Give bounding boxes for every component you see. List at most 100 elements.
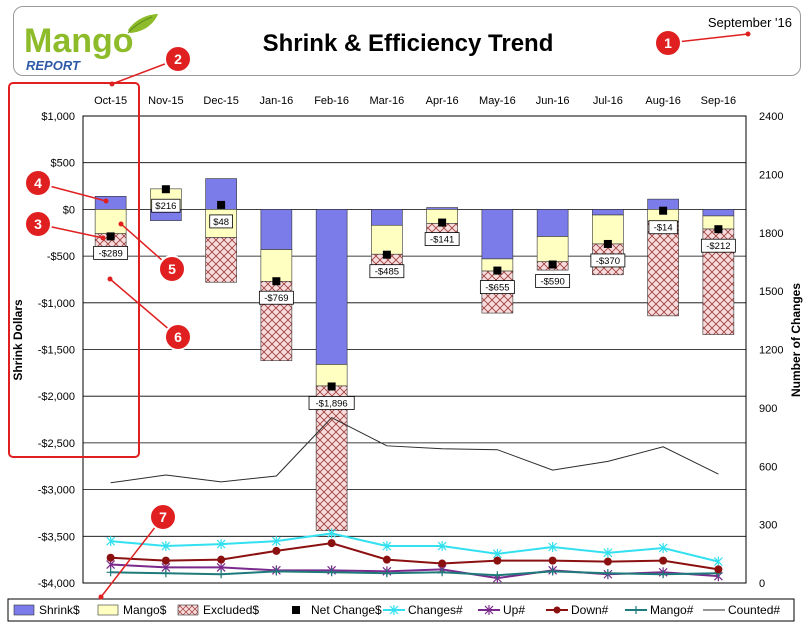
net-change-label: -$590 — [540, 277, 564, 288]
mango-point — [106, 568, 115, 577]
x-tick-label: Nov-15 — [148, 95, 183, 107]
callout-number: 6 — [174, 329, 182, 345]
y2-tick-label: 900 — [759, 403, 777, 415]
logo-sub-text: REPORT — [26, 58, 81, 73]
y2-tick-label: 1200 — [759, 345, 783, 357]
net-change-label-box — [648, 220, 678, 235]
mango-bar — [371, 224, 403, 255]
y2-tick-label: 2400 — [759, 111, 783, 123]
mango-bar — [94, 209, 127, 234]
shrink-bar — [702, 209, 735, 217]
y2-tick-label: 1800 — [759, 228, 783, 240]
net-change-label-box — [369, 264, 405, 279]
legend-swatch-mango — [97, 604, 119, 616]
callout-number: 5 — [168, 261, 176, 277]
y-tick-label: -$1,500 — [38, 345, 75, 357]
changes-point — [437, 541, 447, 552]
callout-tip — [109, 81, 115, 87]
page-title: Shrink & Efficiency Trend — [263, 30, 554, 57]
y2-tick-label: 0 — [759, 578, 765, 590]
net-change-label-box — [258, 290, 294, 305]
mango-point — [659, 570, 668, 579]
callout-badge — [24, 210, 52, 238]
net-change-marker — [493, 266, 502, 275]
report-date: September '16 — [708, 15, 792, 30]
axes-layer: $1,000 $500 $0 -$500 -$1,000 -$1,500 -$2,000 -$… — [38, 95, 784, 590]
callout-tip — [100, 235, 106, 241]
mango-point — [217, 570, 226, 579]
callout-badge — [654, 29, 682, 57]
legend-label-mango: Mango$ — [123, 603, 167, 617]
changes-point — [658, 542, 668, 553]
changes-point — [216, 539, 226, 550]
shrink-bar — [371, 209, 403, 226]
changes-point — [271, 536, 281, 547]
net-change-label: -$289 — [98, 248, 122, 259]
mango-point — [161, 569, 170, 578]
y2-tick-label: 2100 — [759, 169, 783, 181]
counted-line — [110, 416, 719, 484]
net-change-marker — [272, 277, 281, 286]
x-tick-label: Dec-15 — [203, 95, 238, 107]
x-tick-label: Mar-16 — [369, 95, 404, 107]
callout-tip — [745, 31, 751, 37]
callout-badge — [24, 169, 52, 197]
y-tick-label: -$2,000 — [38, 391, 75, 403]
highlight-box — [8, 82, 140, 458]
down-point — [659, 556, 668, 565]
y-tick-label: $1,000 — [41, 111, 75, 123]
y-tick-label: -$1,000 — [38, 298, 75, 310]
callout-leader — [109, 278, 179, 338]
mango-bar — [260, 249, 293, 282]
down-point — [272, 546, 281, 555]
net-change-label: -$485 — [375, 267, 399, 278]
x-tick-label: Jun-16 — [536, 95, 570, 107]
net-change-label-box — [209, 214, 233, 229]
net-change-label: -$141 — [430, 235, 454, 246]
callout-badge — [158, 255, 186, 283]
x-tick-label: Aug-16 — [645, 95, 680, 107]
x-tick-label: May-16 — [479, 95, 516, 107]
y2-tick-label: 1500 — [759, 286, 783, 298]
net-change-marker — [548, 260, 557, 269]
net-change-label-box — [700, 238, 736, 253]
legend-swatch-net-change — [292, 606, 300, 614]
callout-number: 1 — [664, 35, 672, 51]
shrink-bar — [315, 209, 348, 365]
excluded-bar — [315, 385, 348, 531]
mango-line — [110, 570, 719, 577]
legend-label-changes: Changes# — [408, 603, 463, 617]
net-change-label-box — [308, 396, 355, 410]
down-point — [327, 539, 336, 548]
callout-tip — [98, 594, 104, 600]
callout-number: 2 — [174, 51, 182, 67]
x-tick-label: Jan-16 — [260, 95, 294, 107]
logo-main-text: Mango — [24, 22, 134, 60]
callout-tip — [118, 221, 124, 227]
legend-label-shrink: Shrink$ — [39, 603, 80, 617]
changes-line — [110, 532, 719, 563]
legend-swatch-shrink — [13, 604, 35, 616]
net-change-label-box — [93, 245, 129, 260]
callout-badge — [164, 45, 192, 73]
y-tick-label: -$3,500 — [38, 531, 75, 543]
net-change-marker — [438, 218, 447, 227]
net-change-label: -$769 — [264, 293, 288, 304]
changes-point — [713, 556, 723, 567]
shrink-bar — [94, 196, 127, 210]
mango-point — [493, 571, 502, 580]
net-change-label-box — [151, 198, 181, 213]
leaf-stem-icon — [127, 16, 153, 34]
shrink-bar — [260, 209, 293, 250]
down-point — [106, 553, 115, 562]
down-point — [382, 555, 391, 564]
net-change-marker — [327, 382, 336, 391]
down-point — [217, 555, 226, 564]
net-change-label-box — [535, 274, 571, 288]
net-change-marker — [714, 225, 723, 234]
net-change-label: -$370 — [596, 256, 620, 267]
y-tick-label: $500 — [51, 158, 75, 170]
shrink-bar — [536, 209, 569, 237]
legend-label-counted: Counted# — [728, 603, 780, 617]
mango-point — [438, 568, 447, 577]
